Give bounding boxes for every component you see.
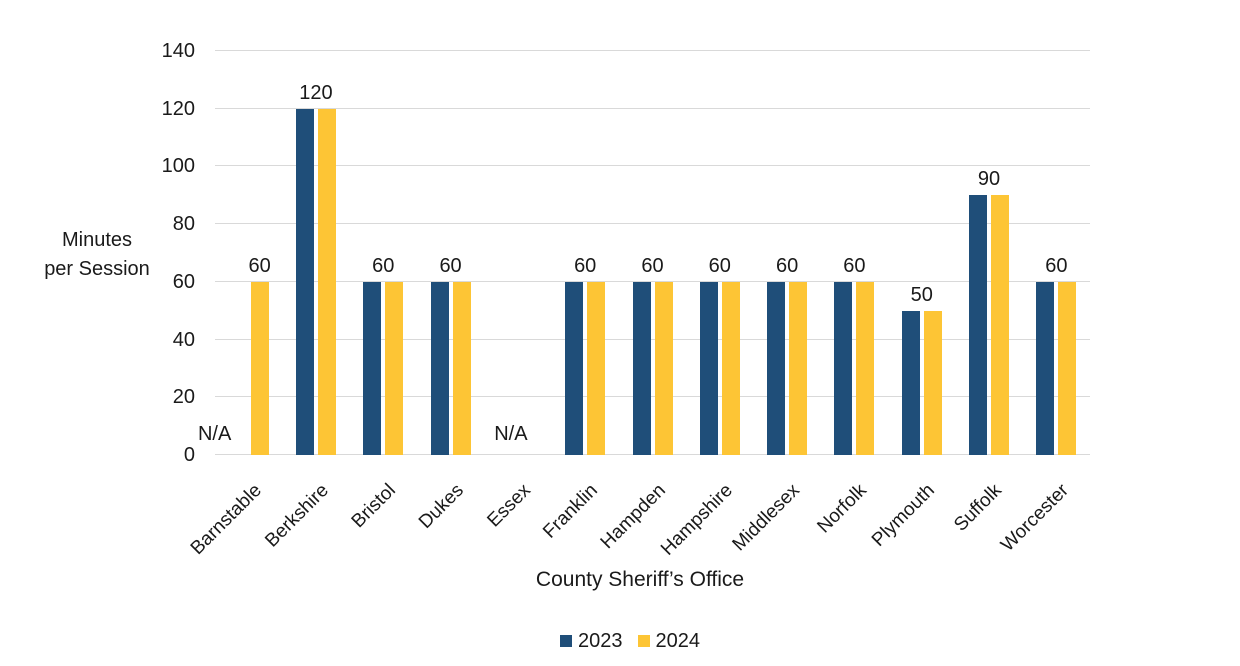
bar-2023-hampden (632, 281, 651, 455)
bar-2023-berkshire (295, 108, 314, 455)
y-tick-label-120: 120 (161, 97, 195, 120)
value-label-suffolk: 90 (977, 168, 1001, 191)
bar-2024-dukes (452, 281, 471, 455)
bar-2024-worcester (1058, 281, 1077, 455)
x-category-label-hampden: Hampden (596, 480, 670, 554)
y-tick-label-80: 80 (172, 213, 195, 236)
bar-2024-bristol (385, 281, 404, 455)
bar-2024-berkshire (317, 108, 336, 455)
gridline-60 (215, 280, 1090, 282)
y-tick-label-40: 40 (172, 328, 195, 351)
value-label-middlesex: 60 (775, 254, 799, 277)
x-category-label-essex: Essex (483, 480, 535, 532)
na-label-barnstable: N/A (197, 423, 232, 445)
bar-2023-dukes (430, 281, 449, 455)
bar-2023-worcester (1036, 281, 1055, 455)
na-label-essex: N/A (494, 423, 528, 445)
x-category-label-middlesex: Middlesex (728, 480, 804, 556)
value-label-hampshire: 60 (708, 254, 731, 277)
y-tick-label-60: 60 (172, 270, 195, 293)
y-tick-label-20: 20 (172, 386, 195, 409)
gridline-100 (215, 165, 1090, 167)
y-tick-label-100: 100 (161, 155, 195, 178)
legend-label-2023: 2023 (578, 630, 623, 652)
bar-2023-suffolk (969, 195, 988, 455)
y-axis-title: Minutes per Session (36, 226, 158, 284)
bar-2024-hampden (654, 281, 673, 455)
legend-label-2024: 2024 (655, 630, 701, 652)
gridline-0 (215, 454, 1090, 455)
value-label-berkshire: 120 (299, 81, 333, 104)
x-category-label-hampshire: Hampshire (656, 480, 737, 560)
gridline-80 (215, 223, 1090, 225)
bar-2024-norfolk (856, 281, 875, 455)
bar-2023-hampshire (699, 281, 718, 455)
bar-2023-middlesex (767, 281, 786, 455)
x-category-label-dukes: Dukes (414, 480, 468, 533)
x-category-label-suffolk: Suffolk (950, 480, 1006, 536)
value-label-dukes: 60 (439, 254, 462, 277)
value-label-franklin: 60 (574, 254, 597, 277)
bar-2024-middlesex (789, 281, 808, 455)
y-tick-label-140: 140 (161, 40, 195, 62)
y-axis-title-line1: Minutes (61, 229, 133, 251)
bar-2024-barnstable (250, 281, 269, 455)
gridline-20 (215, 396, 1090, 398)
x-category-label-berkshire: Berkshire (261, 480, 333, 552)
value-label-bristol: 60 (372, 254, 395, 277)
legend: 2023 2024 (10, 629, 1240, 653)
bar-2023-franklin (565, 281, 584, 455)
y-axis-title-line2: per Session (44, 258, 150, 280)
bar-2023-plymouth (901, 310, 920, 455)
plot-area: 60 120 60 60 60 60 60 60 60 50 90 60 N/A N/A (198, 50, 1090, 455)
x-category-label-bristol: Bristol (347, 480, 401, 533)
value-label-hampden: 60 (641, 254, 664, 277)
y-tick-label-0: 0 (183, 444, 195, 466)
bar-2024-plymouth (923, 310, 942, 455)
gridline-40 (215, 338, 1090, 340)
bar-2024-hampshire (721, 281, 740, 455)
bar-2024-suffolk (991, 195, 1010, 455)
bar-2023-norfolk (834, 281, 853, 455)
x-category-label-worcester: Worcester (997, 480, 1074, 556)
x-axis-title: County Sheriff’s Office (535, 568, 745, 591)
x-category-label-norfolk: Norfolk (813, 480, 872, 538)
x-category-label-franklin: Franklin (539, 480, 603, 543)
x-category-label-barnstable: Barnstable (186, 480, 266, 560)
gridline-140 (215, 50, 1090, 51)
legend-swatch-2024 (637, 635, 650, 647)
bar-2023-bristol (363, 281, 382, 455)
value-label-worcester: 60 (1045, 254, 1068, 277)
legend-item-2024: 2024 (637, 629, 701, 653)
legend-item-2023: 2023 (560, 629, 623, 653)
x-category-label-plymouth: Plymouth (867, 480, 939, 551)
bar-2024-franklin (587, 281, 606, 455)
gridline-120 (215, 107, 1090, 109)
value-label-barnstable: 60 (248, 254, 271, 277)
legend-swatch-2023 (560, 635, 572, 647)
value-label-norfolk: 60 (843, 254, 866, 277)
value-label-plymouth: 50 (910, 283, 933, 306)
